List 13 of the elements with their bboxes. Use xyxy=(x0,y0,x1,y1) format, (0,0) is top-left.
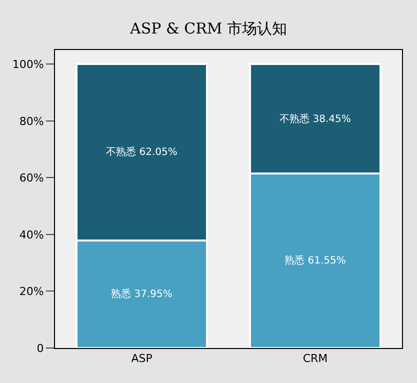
x-tick-label: CRM xyxy=(302,352,328,366)
y-tick-label: 20% xyxy=(19,285,44,298)
y-tick-label: 80% xyxy=(19,114,44,128)
data-label: 不熟悉 38.45% xyxy=(280,112,351,125)
data-label: 熟悉 61.55% xyxy=(284,254,346,267)
data-label: 不熟悉 62.05% xyxy=(106,146,178,158)
data-label: 熟悉 37.95% xyxy=(111,288,172,300)
x-tick-label: ASP xyxy=(131,352,153,366)
y-tick-label: 60% xyxy=(19,172,44,185)
chart-title: ASP & CRM 市场认知 xyxy=(129,19,287,38)
y-tick-label: 40% xyxy=(19,228,44,242)
y-tick-label: 100% xyxy=(12,58,44,72)
y-tick-label: 0 xyxy=(36,342,44,355)
